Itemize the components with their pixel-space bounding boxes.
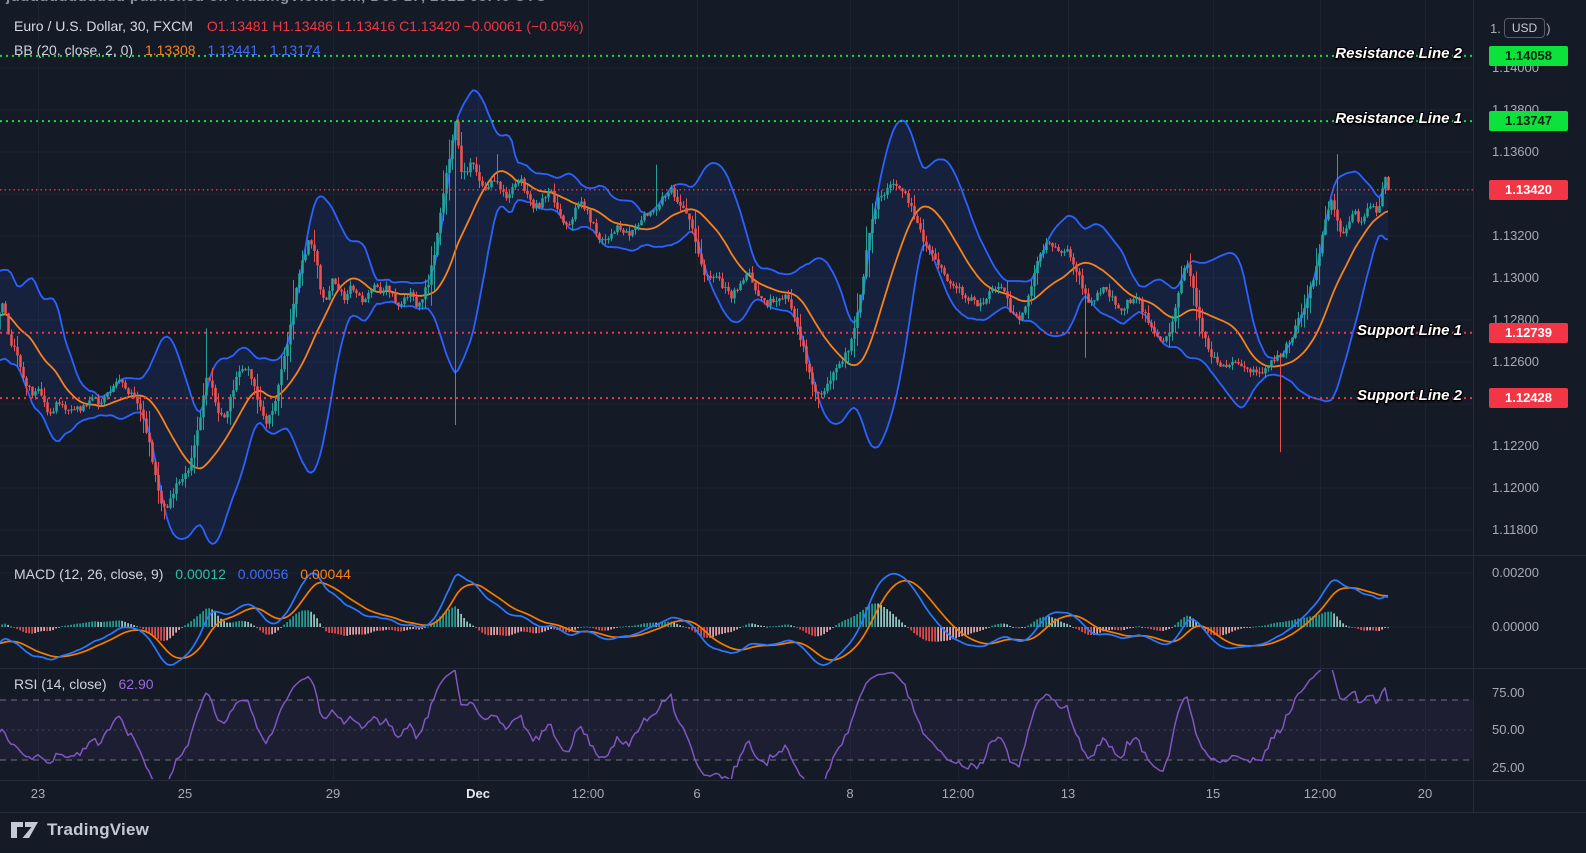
macd-panel[interactable] — [0, 572, 1389, 666]
rsi-panel[interactable] — [0, 665, 1389, 789]
price-panel[interactable] — [0, 89, 1390, 545]
